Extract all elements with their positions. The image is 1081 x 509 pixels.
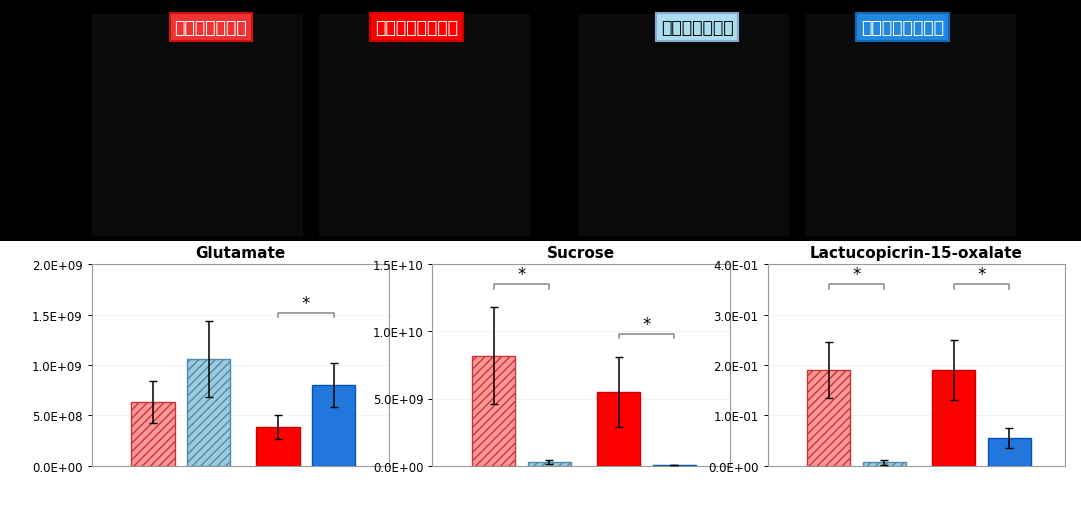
Title: Sucrose: Sucrose [547, 246, 615, 261]
Bar [92, 14, 303, 237]
Bar [319, 14, 530, 237]
Bar [988, 438, 1031, 466]
Bar [932, 370, 975, 466]
Bar [653, 465, 696, 466]
Text: *: * [517, 266, 525, 284]
Bar [472, 356, 515, 466]
Bar [805, 14, 1016, 237]
Text: *: * [302, 294, 310, 312]
Bar [808, 370, 850, 466]
Text: レッドファイヤー: レッドファイヤー [862, 19, 944, 37]
Bar [597, 392, 640, 466]
Text: *: * [642, 316, 651, 333]
Bar [256, 428, 299, 466]
Bar [132, 403, 174, 466]
Text: レッドファイヤー: レッドファイヤー [375, 19, 457, 37]
Bar [863, 462, 906, 466]
Text: *: * [852, 266, 860, 284]
Bar [187, 359, 230, 466]
Title: Lactucopicrin-15-oxalate: Lactucopicrin-15-oxalate [810, 246, 1023, 261]
Bar [312, 385, 356, 466]
Bar [528, 462, 571, 466]
Bar [578, 14, 789, 237]
Text: ブラックローズ: ブラックローズ [174, 19, 248, 37]
Text: ブラックローズ: ブラックローズ [660, 19, 734, 37]
Title: Glutamate: Glutamate [196, 246, 285, 261]
Text: *: * [977, 266, 986, 284]
